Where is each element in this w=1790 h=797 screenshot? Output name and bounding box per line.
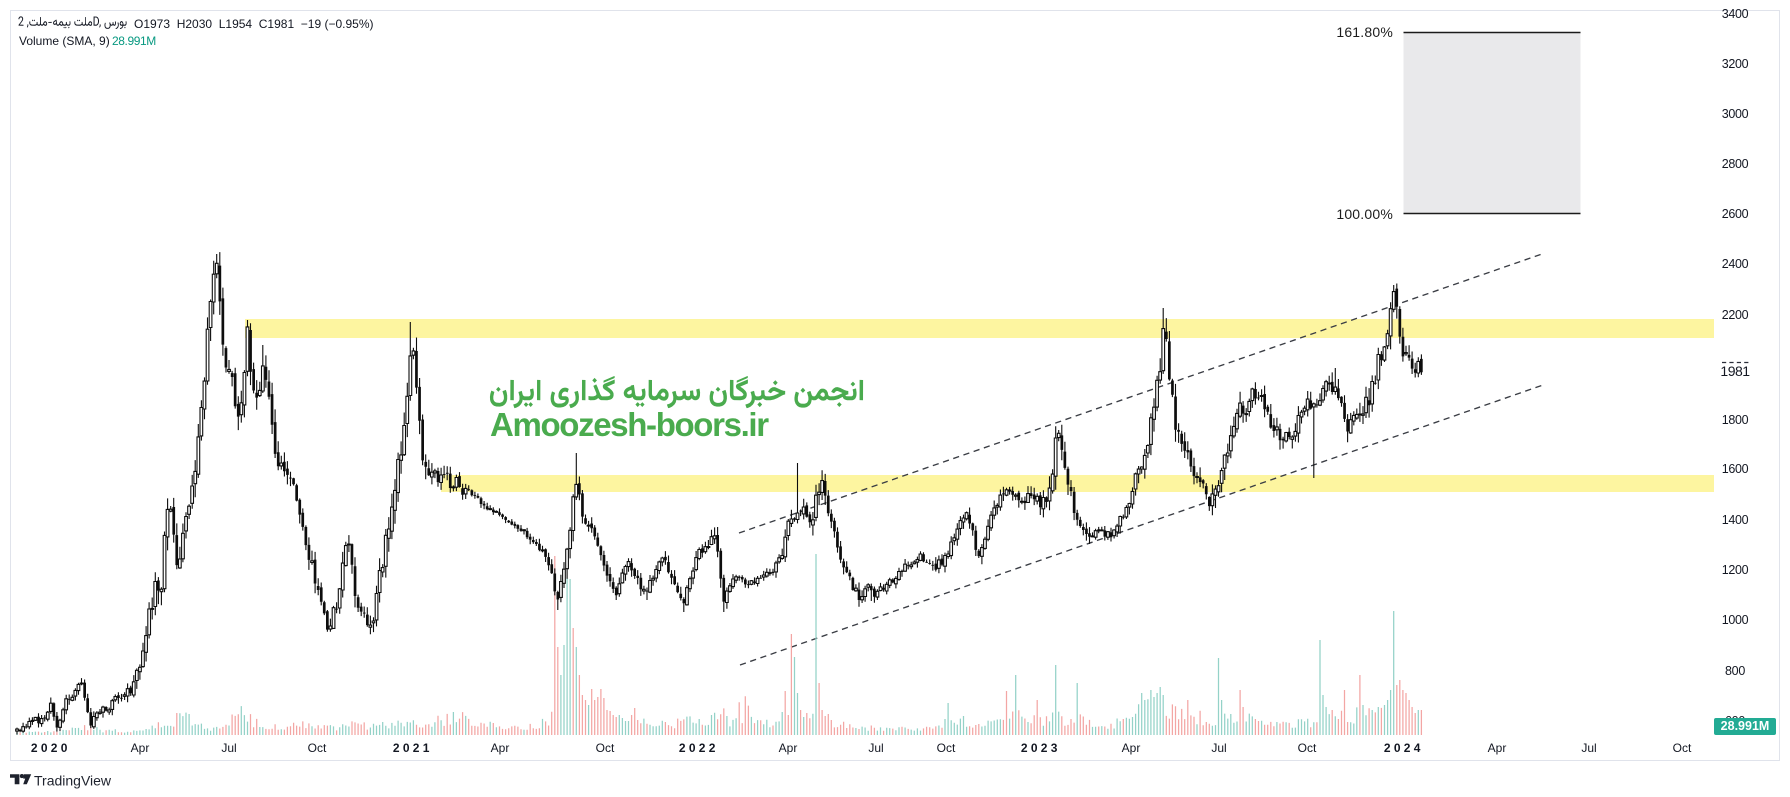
svg-text:TradingView: TradingView — [34, 773, 112, 789]
